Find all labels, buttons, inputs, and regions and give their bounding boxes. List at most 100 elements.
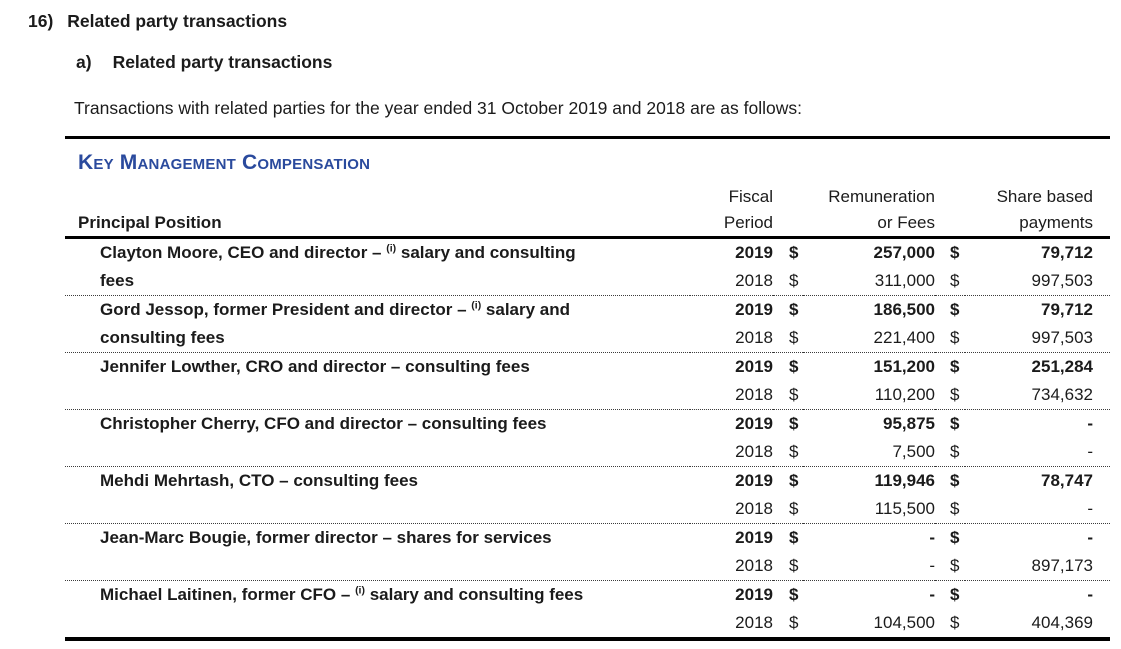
table-row-2018: 2018 $ - $ 897,173 (65, 552, 1110, 581)
currency-symbol: $ (950, 528, 960, 547)
currency-symbol: $ (950, 414, 960, 433)
share-based-value-cell: 78,747 (1041, 471, 1093, 490)
currency-symbol: $ (935, 495, 965, 524)
position-line1: Jennifer Lowther, CRO and director – con… (100, 357, 530, 376)
remuneration-value-cell: 7,500 (803, 438, 935, 467)
table-row-2019: Christopher Cherry, CFO and director – c… (65, 409, 1110, 467)
position-line1: Christopher Cherry, CFO and director – c… (100, 414, 547, 433)
currency-symbol: $ (773, 495, 803, 524)
share-header-line2: payments (1019, 213, 1093, 232)
fiscal-year-cell: 2019 (735, 414, 773, 433)
currency-symbol: $ (789, 471, 799, 490)
remuneration-value-cell: 186,500 (873, 300, 935, 319)
fiscal-year-cell: 2018 (690, 381, 773, 410)
footnote-marker: (i) (471, 299, 482, 312)
fiscal-year-cell: 2018 (690, 267, 773, 296)
currency-symbol: $ (773, 267, 803, 296)
remuneration-value-cell: 311,000 (803, 267, 935, 296)
footnote-marker: (i) (355, 584, 365, 597)
table-title: Key Management Compensation (78, 151, 371, 174)
remuneration-value-cell: - (929, 585, 935, 604)
currency-symbol: $ (950, 613, 960, 632)
remuneration-value-cell: - (929, 528, 935, 547)
table-row-2018: 2018 $ 104,500 $ 404,369 (65, 609, 1110, 637)
position-line2 (100, 495, 682, 523)
fiscal-year-cell: 2018 (690, 552, 773, 581)
currency-symbol: $ (935, 381, 965, 410)
fiscal-year-cell: 2019 (735, 528, 773, 547)
currency-symbol: $ (773, 381, 803, 410)
currency-symbol: $ (773, 552, 803, 581)
currency-symbol: $ (950, 585, 960, 604)
remuneration-value-cell: 221,400 (803, 324, 935, 353)
fiscal-year-cell: 2019 (735, 357, 773, 376)
principal-position-cell: Clayton Moore, CEO and director – (i) sa… (65, 237, 690, 296)
principal-position-cell: Gord Jessop, former President and direct… (65, 295, 690, 353)
position-line2 (100, 438, 682, 466)
fiscal-year-cell: 2018 (690, 438, 773, 467)
currency-symbol: $ (789, 613, 799, 632)
currency-symbol: $ (950, 357, 960, 376)
currency-symbol: $ (950, 471, 960, 490)
remuneration-header-line2: or Fees (877, 213, 935, 232)
currency-symbol: $ (773, 324, 803, 353)
fiscal-header-line2: Period (723, 213, 773, 232)
currency-symbol: $ (935, 552, 965, 581)
fiscal-year-cell: 2018 (735, 613, 773, 632)
share-based-value-cell: 404,369 (1031, 613, 1093, 632)
remuneration-header-line1: Remuneration (828, 187, 935, 206)
column-header-remuneration: Remuneration or Fees (773, 184, 935, 239)
position-line1: Clayton Moore, CEO and director – (i) sa… (100, 242, 576, 262)
section-number: 16) (28, 11, 54, 31)
fiscal-year-cell: 2019 (735, 471, 773, 490)
remuneration-value-cell: 151,200 (873, 357, 935, 376)
remuneration-value-cell: 119,946 (874, 471, 935, 490)
share-header-line1: Share based (996, 187, 1093, 206)
table-row-2019: Jennifer Lowther, CRO and director – con… (65, 352, 1110, 410)
principal-position-cell: Mehdi Mehrtash, CTO – consulting fees (65, 466, 690, 524)
column-header-share-based: Share based payments (935, 184, 1110, 239)
column-header-principal-position: Principal Position (65, 184, 690, 239)
share-based-value-cell: 251,284 (1031, 357, 1093, 376)
principal-position-cell: Jean-Marc Bougie, former director – shar… (65, 523, 690, 581)
footnote-marker: (i) (386, 242, 397, 255)
table-row-2019: Clayton Moore, CEO and director – (i) sa… (65, 237, 1110, 296)
share-based-value-cell: - (1087, 585, 1093, 604)
fiscal-year-cell: 2019 (735, 300, 773, 319)
table-row-2019: Gord Jessop, former President and direct… (65, 295, 1110, 353)
table-row-2018: 2018 $ 7,500 $ - (65, 438, 1110, 467)
remuneration-value-cell: 104,500 (873, 613, 935, 632)
table-row-2019: Michael Laitinen, former CFO – (i) salar… (65, 581, 1110, 610)
currency-symbol: $ (789, 243, 799, 262)
currency-symbol: $ (789, 528, 799, 547)
position-line2 (100, 609, 682, 637)
remuneration-value-cell: 257,000 (873, 243, 935, 262)
table-row-2018: 2018 $ 311,000 $ 997,503 (65, 267, 1110, 296)
position-line1: Jean-Marc Bougie, former director – shar… (100, 528, 552, 547)
table-row-2019: Jean-Marc Bougie, former director – shar… (65, 523, 1110, 581)
currency-symbol: $ (789, 414, 799, 433)
subsection-heading: a) Related party transactions (76, 52, 1121, 73)
position-line2 (100, 552, 682, 580)
remuneration-value-cell: - (803, 552, 935, 581)
key-management-compensation-table: Principal Position Fiscal Period Remuner… (65, 184, 1110, 637)
fiscal-year-cell: 2019 (735, 243, 773, 262)
position-line2 (100, 381, 682, 409)
subsection-title: Related party transactions (112, 52, 333, 72)
position-line1: Gord Jessop, former President and direct… (100, 299, 571, 319)
table-row-2019: Mehdi Mehrtash, CTO – consulting fees 20… (65, 466, 1110, 524)
share-based-value-cell: - (965, 438, 1110, 467)
share-based-value-cell: 79,712 (1041, 243, 1093, 262)
share-based-value-cell: - (1087, 528, 1093, 547)
currency-symbol: $ (935, 324, 965, 353)
fiscal-year-cell: 2019 (735, 585, 773, 604)
fiscal-year-cell: 2018 (690, 324, 773, 353)
column-header-fiscal-period: Fiscal Period (690, 184, 773, 239)
currency-symbol: $ (789, 300, 799, 319)
currency-symbol: $ (935, 267, 965, 296)
position-line2: consulting fees (100, 328, 225, 347)
position-line1: Michael Laitinen, former CFO – (i) salar… (100, 584, 584, 604)
share-based-value-cell: - (965, 495, 1110, 524)
table-row-2018: 2018 $ 110,200 $ 734,632 (65, 381, 1110, 410)
table-header-row: Principal Position Fiscal Period Remuner… (65, 184, 1110, 239)
